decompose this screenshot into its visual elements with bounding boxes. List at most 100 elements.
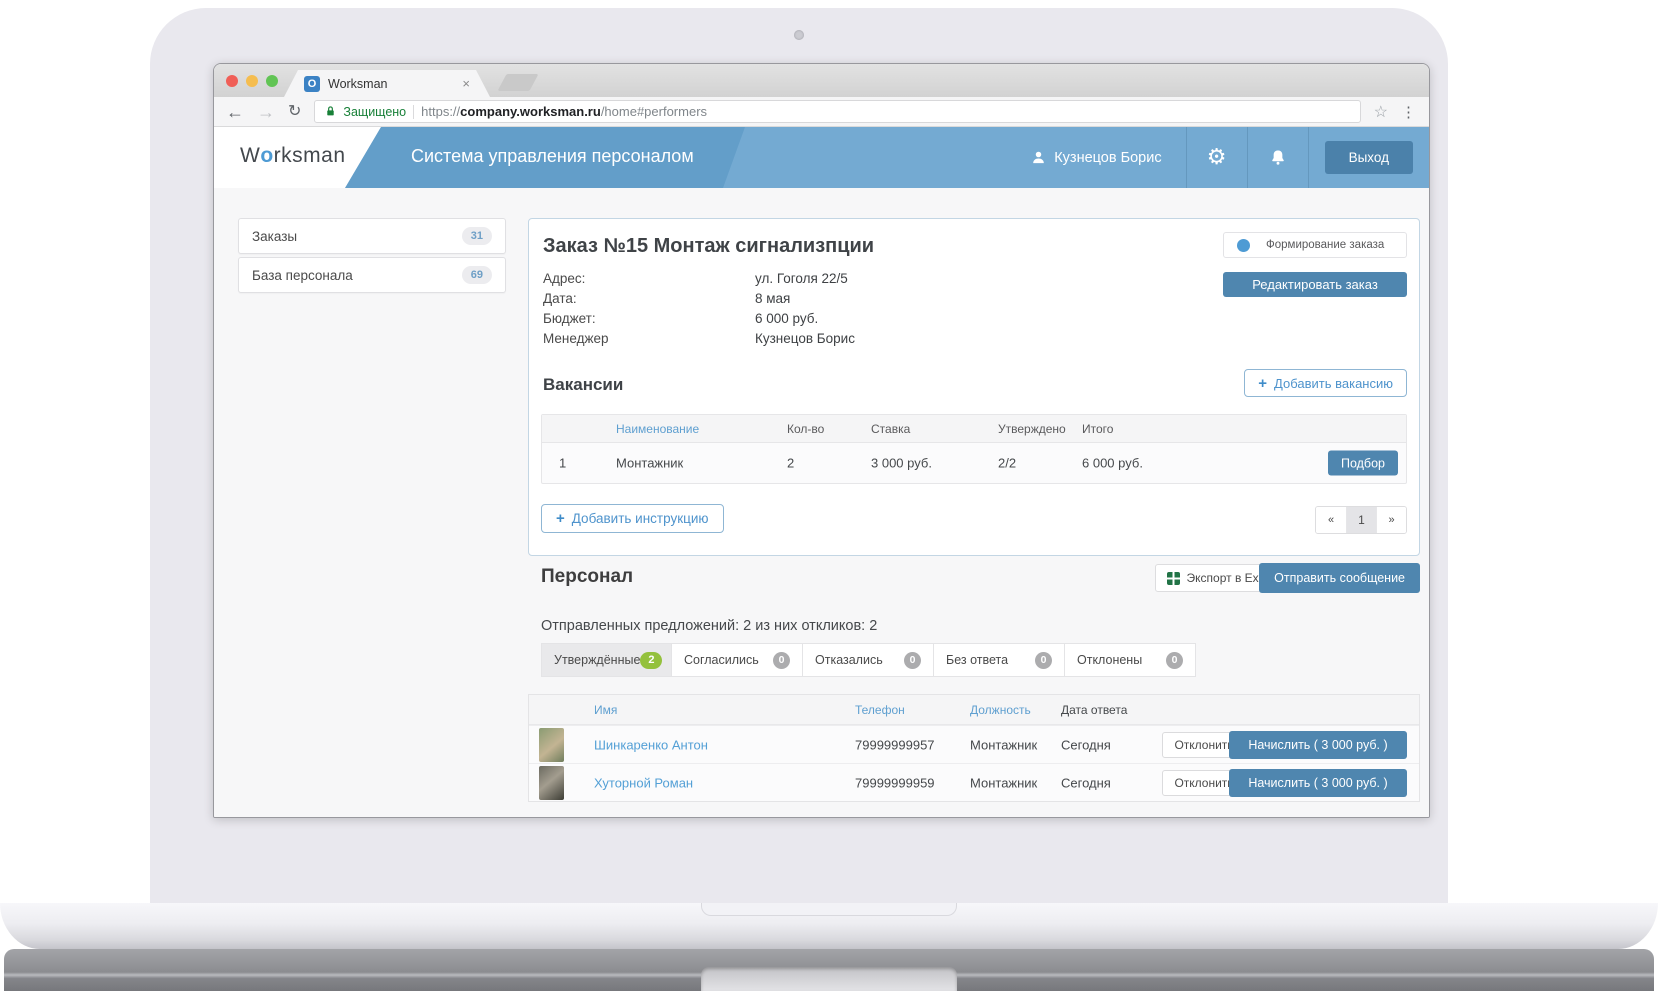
- app-header: Worksman Система управления персоналом К…: [214, 127, 1429, 188]
- column-person-name[interactable]: Имя: [594, 702, 618, 717]
- vacancies-heading: Вакансии: [543, 375, 624, 394]
- column-name[interactable]: Наименование: [616, 421, 700, 436]
- browser-toolbar: ← → ↻ Защищено https://company.worksman.…: [214, 97, 1429, 127]
- order-fields: Адрес: ул. Гоголя 22/5 Дата: 8 мая Бюджет:…: [543, 271, 855, 351]
- orders-count-badge: 31: [461, 227, 492, 245]
- vacancy-name: Монтажник: [616, 455, 684, 471]
- vacancy-total: 6 000 руб.: [1082, 455, 1143, 471]
- order-field-budget: Бюджет: 6 000 руб.: [543, 311, 819, 326]
- order-title: Заказ №15 Монтаж сигнализпции: [543, 235, 875, 257]
- add-instruction-button[interactable]: + Добавить инструкцию: [541, 504, 724, 533]
- order-field-date: Дата: 8 мая: [543, 291, 791, 306]
- vacancy-count: 2: [787, 455, 795, 471]
- tab-approved[interactable]: Утверждённые 2: [541, 643, 672, 677]
- bookmark-star-icon[interactable]: ☆: [1373, 103, 1388, 121]
- forward-icon[interactable]: →: [257, 101, 275, 122]
- person-name-link[interactable]: Хуторной Роман: [594, 775, 694, 790]
- edit-order-button[interactable]: Редактировать заказ: [1223, 272, 1407, 297]
- personnel-header: Персонал Экспорт в Excel Отправить сообщ…: [528, 563, 1420, 594]
- sidebar-item-orders[interactable]: Заказы 31: [238, 218, 506, 254]
- laptop-latch-notch: [701, 903, 957, 916]
- pagination: « 1 »: [1315, 506, 1407, 534]
- pagination-page-1[interactable]: 1: [1346, 507, 1376, 533]
- vacancy-row: 1 Монтажник 2 3 000 руб. 2/2 6 000 руб. …: [542, 443, 1406, 483]
- logout-button[interactable]: Выход: [1324, 141, 1413, 174]
- secure-lock-icon: [325, 105, 336, 118]
- offers-summary: Отправленных предложений: 2 из них откли…: [541, 618, 878, 634]
- notifications-button[interactable]: [1248, 127, 1308, 188]
- sidebar-item-personnel-base[interactable]: База персонала 69: [238, 257, 506, 293]
- tab-close-icon[interactable]: ×: [462, 76, 470, 91]
- vacancies-table-header: Наименование Кол-во Ставка Утверждено Ит…: [542, 415, 1406, 443]
- zoom-window-button[interactable]: [266, 75, 278, 87]
- current-user[interactable]: Кузнецов Борис: [1007, 150, 1185, 166]
- personnel-table-header: Имя Телефон Должность Дата ответа: [529, 695, 1419, 725]
- add-vacancy-button[interactable]: + Добавить вакансию: [1244, 369, 1407, 397]
- worksman-favicon-icon: O: [304, 76, 320, 92]
- vacancy-number: 1: [559, 455, 567, 471]
- browser-menu-icon[interactable]: ⋮: [1401, 103, 1417, 121]
- pagination-prev-icon[interactable]: «: [1316, 507, 1346, 533]
- status-tabs: Утверждённые 2 Согласились 0 Отказались …: [541, 643, 1196, 677]
- url-divider: [413, 104, 415, 119]
- send-message-button[interactable]: Отправить сообщение: [1259, 563, 1420, 593]
- tab-refused[interactable]: Отказались 0: [803, 643, 934, 677]
- bell-icon: [1269, 148, 1287, 167]
- header-title-band: [345, 127, 745, 188]
- tab-agreed[interactable]: Согласились 0: [672, 643, 803, 677]
- person-name-link[interactable]: Шинкаренко Антон: [594, 737, 708, 752]
- browser-window: O Worksman × ← → ↻ Защищено https://co: [213, 63, 1430, 818]
- window-controls: [226, 75, 278, 87]
- column-total: Итого: [1082, 421, 1114, 436]
- column-rate: Ставка: [871, 421, 911, 436]
- browser-tab[interactable]: O Worksman ×: [284, 70, 490, 97]
- main-content: Заказ №15 Монтаж сигнализпции Формирован…: [528, 188, 1420, 817]
- secure-label: Защищено: [343, 104, 407, 119]
- personnel-heading: Персонал: [541, 566, 634, 587]
- accrue-button[interactable]: Начислить ( 3 000 руб. ): [1229, 768, 1407, 797]
- close-window-button[interactable]: [226, 75, 238, 87]
- selection-button[interactable]: Подбор: [1327, 450, 1398, 476]
- column-position[interactable]: Должность: [970, 702, 1031, 717]
- webcam-dot: [794, 30, 804, 40]
- accrue-button[interactable]: Начислить ( 3 000 руб. ): [1229, 730, 1407, 759]
- url-text: https://company.worksman.ru/home#perform…: [421, 104, 708, 119]
- pagination-next-icon[interactable]: »: [1376, 507, 1406, 533]
- tab-declined[interactable]: Отклонены 0: [1065, 643, 1196, 677]
- declined-count-badge: 0: [1166, 651, 1183, 669]
- order-status-select[interactable]: Формирование заказа: [1223, 232, 1407, 258]
- user-icon: [1031, 150, 1046, 165]
- personnel-row: Хуторной Роман 79999999959 Монтажник Сег…: [529, 763, 1419, 801]
- address-bar[interactable]: Защищено https://company.worksman.ru/hom…: [314, 100, 1361, 123]
- order-field-address: Адрес: ул. Гоголя 22/5: [543, 271, 848, 286]
- app-title: Система управления персоналом: [411, 146, 694, 166]
- column-count: Кол-во: [787, 421, 825, 436]
- new-tab-button[interactable]: [497, 74, 539, 91]
- approved-count-badge: 2: [640, 651, 663, 669]
- status-dot-icon: [1237, 238, 1250, 252]
- no-answer-count-badge: 0: [1035, 651, 1052, 669]
- avatar: [539, 728, 564, 762]
- gear-icon: ⚙: [1206, 144, 1227, 170]
- tab-no-answer[interactable]: Без ответа 0: [934, 643, 1065, 677]
- tab-title: Worksman: [328, 76, 388, 91]
- laptop-thumb-groove: [701, 967, 957, 991]
- person-phone: 79999999957: [855, 737, 935, 752]
- personnel-row: Шинкаренко Антон 79999999957 Монтажник С…: [529, 725, 1419, 763]
- order-field-manager: Менеджер Кузнецов Борис: [543, 331, 855, 346]
- personnel-count-badge: 69: [461, 266, 492, 284]
- back-icon[interactable]: ←: [226, 101, 244, 122]
- refresh-icon[interactable]: ↻: [288, 102, 302, 120]
- plus-icon: +: [556, 510, 565, 527]
- browser-tab-strip: O Worksman ×: [214, 64, 1429, 97]
- vacancy-approved: 2/2: [998, 455, 1017, 471]
- settings-button[interactable]: ⚙: [1187, 127, 1247, 188]
- app-body: Заказы 31 База персонала 69 Заказ №15 Мо…: [214, 188, 1429, 817]
- column-phone[interactable]: Телефон: [855, 702, 905, 717]
- laptop-underside: [4, 949, 1654, 991]
- plus-icon: +: [1258, 374, 1268, 392]
- minimize-window-button[interactable]: [246, 75, 258, 87]
- order-card: Заказ №15 Монтаж сигнализпции Формирован…: [528, 218, 1420, 556]
- person-position: Монтажник: [970, 737, 1038, 752]
